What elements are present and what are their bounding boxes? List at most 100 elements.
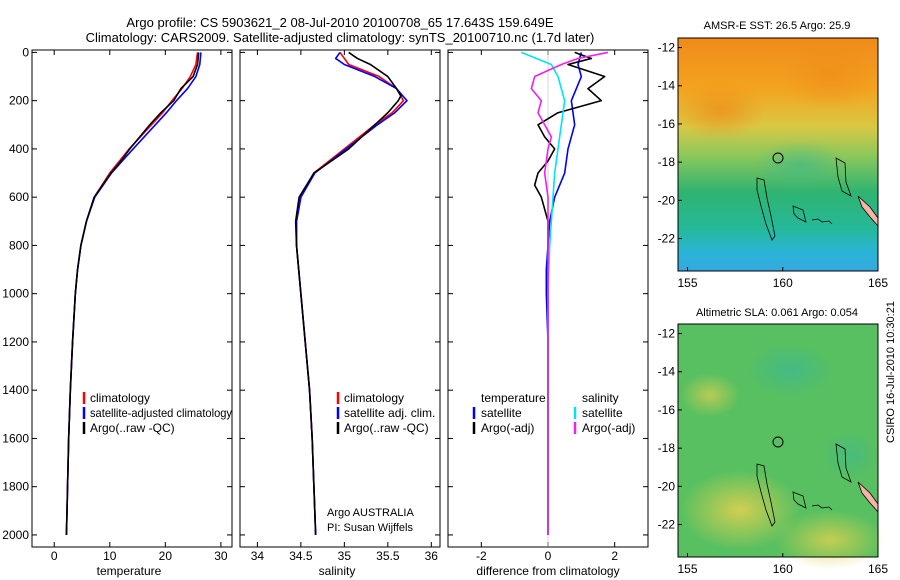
map-x-tick-label: 165	[868, 562, 888, 576]
sla-map-panel: Altimetric SLA: 0.061 Argo: 0.054 155 160…	[658, 307, 889, 576]
island-outline	[792, 205, 807, 223]
y-tick-label: 1200	[2, 335, 29, 349]
sla-low-patch	[820, 430, 880, 480]
y-tick-label: 0	[22, 45, 29, 59]
sst-warm-patch	[675, 80, 765, 140]
map-y-tick-label: -14	[658, 79, 676, 93]
sla-high-patch	[775, 510, 885, 570]
sst-argo-marker	[772, 152, 784, 164]
legend-label-temp-satellite: satellite	[481, 406, 522, 420]
map-y-tick-label: -12	[658, 327, 676, 341]
map-y-tick-label: -18	[658, 155, 676, 169]
y-tick-label: 1000	[2, 287, 29, 301]
temperature-panel: 0 10 20 30 0 200 400 600 800 1000 1200 1400 1600 1800…	[2, 45, 233, 578]
island-outline	[811, 218, 833, 225]
legend-label-sal-argo: Argo(-adj)	[582, 421, 635, 435]
island-outline	[811, 504, 833, 511]
x-tick-label: 36	[425, 549, 439, 563]
y-tick-label: 800	[9, 238, 29, 252]
sst-map-ticks: 155 160 165 -12 -14 -16 -18 -20 -22	[658, 41, 889, 290]
x-tick-label: 10	[103, 549, 117, 563]
legend-label-temp-argo: Argo(-adj)	[481, 421, 534, 435]
map-y-tick-label: -14	[658, 365, 676, 379]
salinity-legend: climatology satellite adj. clim. Argo(..…	[336, 391, 435, 435]
map-x-tick-label: 165	[868, 276, 888, 290]
legend-label-argo: Argo(..raw -QC)	[90, 421, 175, 435]
sla-map-title: Altimetric SLA: 0.061 Argo: 0.054	[696, 307, 858, 319]
series-line-salinity-argo-adj-	[530, 51, 609, 535]
map-x-tick-label: 155	[678, 276, 698, 290]
x-tick-label: 35.5	[376, 549, 400, 563]
series-line-salinity-satellite	[521, 51, 566, 535]
map-x-tick-label: 160	[773, 562, 793, 576]
legend-label-argo: Argo(..raw -QC)	[344, 421, 429, 435]
y-tick-label: 2000	[2, 528, 29, 542]
institution-annotation: Argo AUSTRALIA	[327, 507, 414, 519]
x-tick-label: -2	[476, 549, 487, 563]
map-y-tick-label: -18	[658, 441, 676, 455]
legend-label-climatology: climatology	[344, 391, 404, 405]
difference-xlabel: difference from climatology	[476, 564, 619, 578]
salinity-xlabel: salinity	[319, 564, 356, 578]
map-y-tick-label: -20	[658, 479, 676, 493]
map-x-tick-label: 160	[773, 276, 793, 290]
difference-lines	[521, 50, 609, 547]
timestamp-side-label: CSIRO 16-Jul-2010 10:30:21	[885, 301, 897, 443]
island-outline	[756, 177, 776, 241]
header-title-line2: Climatology: CARS2009. Satellite-adjuste…	[86, 30, 595, 45]
salinity-lines	[294, 51, 408, 535]
x-tick-label: 2	[611, 549, 618, 563]
island-outline	[792, 491, 807, 509]
legend-label-climatology: climatology	[90, 391, 150, 405]
sst-green-patch	[755, 140, 845, 190]
y-tick-label: 600	[9, 190, 29, 204]
map-y-tick-label: -16	[658, 117, 676, 131]
sst-warm-patch	[780, 40, 880, 110]
salinity-ticks: 34 34.5 35 35.5 36	[240, 50, 440, 563]
sla-map-frame	[677, 323, 879, 558]
sla-low-patch	[745, 342, 835, 398]
legend-label-satellite: satellite adj. clim.	[344, 406, 435, 420]
map-y-tick-label: -20	[658, 193, 676, 207]
sst-map-frame	[677, 37, 879, 272]
legend-label-satellite: satellite-adjusted climatology	[90, 406, 232, 420]
header-title-line1: Argo profile: CS 5903621_2 08-Jul-2010 2…	[126, 15, 554, 30]
y-tick-label: 1800	[2, 480, 29, 494]
salinity-panel: 34 34.5 35 35.5 36 salinity climatology sate…	[239, 49, 441, 578]
legend-label-sal-satellite: satellite	[582, 406, 623, 420]
map-y-tick-label: -12	[658, 41, 676, 55]
map-x-tick-label: 155	[678, 562, 698, 576]
map-y-tick-label: -16	[658, 403, 676, 417]
temperature-legend: climatology satellite-adjusted climatolo…	[82, 391, 232, 435]
temperature-ticks: 0 10 20 30 0 200 400 600 800 1000 1200 1400 1600 1800…	[2, 45, 232, 563]
series-line-satellite-adjusted-climatology	[65, 52, 202, 535]
y-tick-label: 400	[9, 142, 29, 156]
x-tick-label: 20	[159, 549, 173, 563]
legend-header-temperature: temperature	[481, 391, 546, 405]
temperature-lines	[65, 52, 202, 535]
x-tick-label: 35	[338, 549, 352, 563]
map-y-tick-label: -22	[658, 232, 676, 246]
y-tick-label: 1600	[2, 431, 29, 445]
series-line-argo-raw-qc-	[294, 51, 402, 535]
series-line-climatology	[65, 52, 199, 535]
x-tick-label: 30	[214, 549, 228, 563]
x-tick-label: 34.5	[289, 549, 313, 563]
series-line-temperature-satellite	[545, 52, 583, 535]
temperature-axes-frame	[31, 49, 233, 548]
difference-panel: -2 0 2 difference from climatology tempera…	[447, 49, 649, 578]
x-tick-label: 0	[51, 549, 58, 563]
sst-map-panel: AMSR-E SST: 26.5 Argo: 25.9 155 160 165 -12…	[658, 20, 889, 290]
pi-annotation: PI: Susan Wijffels	[327, 522, 413, 534]
sla-high-patch	[680, 373, 740, 417]
sla-argo-marker	[772, 436, 784, 448]
x-tick-label: 34	[251, 549, 265, 563]
x-tick-label: 0	[545, 549, 552, 563]
salinity-axes-frame	[239, 49, 441, 548]
sla-map-ticks: 155 160 165 -12 -14 -16 -18 -20 -22	[658, 327, 889, 576]
sla-high-patch	[680, 470, 800, 550]
series-line-argo-raw-qc-	[65, 52, 200, 535]
legend-header-salinity: salinity	[582, 391, 619, 405]
island-outline	[835, 443, 852, 483]
